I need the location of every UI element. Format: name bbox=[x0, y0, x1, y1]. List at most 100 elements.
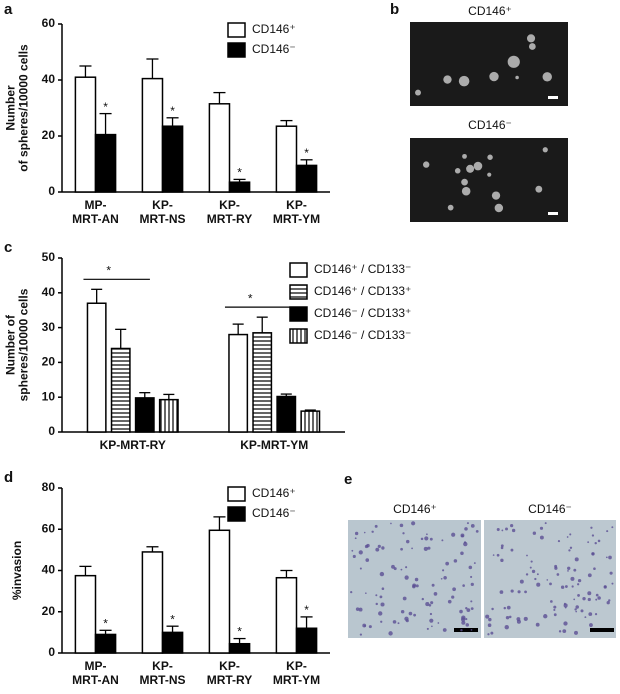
cell bbox=[534, 577, 537, 581]
cell bbox=[526, 554, 528, 557]
cell bbox=[510, 524, 514, 528]
cell bbox=[375, 602, 378, 606]
cell bbox=[577, 583, 580, 586]
x-tick-label: KP-MRT-YM bbox=[240, 438, 308, 452]
cell bbox=[554, 566, 558, 570]
cell bbox=[594, 613, 598, 616]
legend-swatch bbox=[227, 486, 246, 502]
bar bbox=[228, 181, 251, 193]
cell bbox=[492, 554, 495, 556]
cell bbox=[611, 582, 614, 585]
cell bbox=[465, 607, 468, 610]
cell bbox=[451, 532, 456, 537]
cell bbox=[426, 533, 428, 536]
cell bbox=[400, 609, 405, 614]
cell bbox=[399, 523, 404, 528]
panel-label: a bbox=[4, 1, 13, 18]
cell bbox=[405, 566, 408, 569]
cell bbox=[485, 614, 490, 619]
cell bbox=[377, 544, 381, 548]
image-label: CD146⁻ bbox=[528, 502, 572, 516]
cell bbox=[532, 531, 537, 535]
micrograph bbox=[410, 138, 568, 222]
micrograph bbox=[484, 520, 616, 638]
cell bbox=[595, 598, 598, 601]
y-axis-label: %invasion bbox=[10, 541, 24, 600]
cell bbox=[411, 547, 413, 550]
x-tick-label: MP- bbox=[85, 659, 107, 673]
cell bbox=[381, 546, 385, 550]
cell bbox=[440, 577, 443, 580]
bar bbox=[295, 164, 318, 193]
y-tick-label: 60 bbox=[42, 16, 56, 30]
cell bbox=[371, 530, 374, 533]
cell bbox=[425, 602, 430, 607]
y-tick-label: 0 bbox=[48, 645, 55, 659]
legend-swatch bbox=[289, 262, 308, 278]
cell bbox=[355, 607, 360, 611]
bar bbox=[134, 397, 155, 433]
sphere bbox=[473, 161, 483, 171]
cell bbox=[587, 591, 592, 596]
cell bbox=[595, 593, 599, 597]
cell bbox=[580, 609, 584, 613]
significance: * bbox=[170, 104, 175, 118]
cell bbox=[523, 616, 528, 621]
cell bbox=[536, 582, 541, 587]
x-tick-label: MRT-YM bbox=[273, 673, 320, 687]
cell bbox=[415, 584, 419, 588]
cell bbox=[461, 620, 466, 625]
panel-label: c bbox=[4, 239, 12, 256]
cell bbox=[470, 600, 473, 603]
cell bbox=[510, 548, 514, 552]
cell bbox=[560, 585, 565, 589]
cell bbox=[567, 566, 571, 570]
cell bbox=[608, 599, 611, 602]
y-axis-label: Number of bbox=[4, 314, 18, 375]
sphere bbox=[491, 191, 501, 200]
cell bbox=[364, 544, 369, 549]
cell bbox=[536, 573, 539, 576]
cell bbox=[488, 617, 492, 622]
legend-label: CD146⁻ / CD133⁺ bbox=[314, 306, 411, 320]
cell bbox=[431, 583, 435, 587]
cell bbox=[423, 546, 428, 551]
cell bbox=[365, 592, 367, 594]
y-tick-label: 10 bbox=[42, 389, 56, 403]
bar bbox=[110, 347, 131, 433]
cell bbox=[375, 594, 378, 597]
cell bbox=[575, 605, 579, 609]
cell bbox=[368, 625, 372, 629]
sphere bbox=[542, 72, 552, 82]
cell bbox=[365, 558, 370, 562]
image-label: CD146⁻ bbox=[468, 118, 512, 132]
cell bbox=[490, 631, 494, 635]
image-label: CD146⁺ bbox=[468, 4, 512, 18]
cell bbox=[470, 582, 474, 586]
cell bbox=[413, 613, 417, 617]
cell bbox=[379, 571, 385, 577]
cell bbox=[473, 562, 476, 564]
cell bbox=[504, 625, 509, 630]
cell bbox=[587, 597, 591, 602]
cell bbox=[609, 571, 613, 575]
cell bbox=[603, 585, 607, 589]
legend-label: CD146⁺ bbox=[252, 486, 296, 500]
sphere bbox=[526, 34, 536, 43]
cell bbox=[487, 633, 490, 636]
micrograph bbox=[348, 520, 481, 638]
legend-swatch bbox=[227, 42, 246, 58]
x-tick-label: KP-MRT-RY bbox=[100, 438, 166, 452]
cell bbox=[470, 629, 473, 631]
x-tick-label: KP- bbox=[152, 198, 173, 212]
cell bbox=[573, 598, 576, 601]
cell bbox=[553, 605, 557, 609]
legend-label: CD146⁺ bbox=[252, 22, 296, 36]
bar bbox=[228, 642, 251, 654]
sphere bbox=[507, 55, 520, 68]
x-tick-label: KP- bbox=[286, 659, 307, 673]
cell bbox=[470, 607, 474, 611]
cell bbox=[362, 623, 367, 628]
bar bbox=[158, 398, 179, 433]
cell bbox=[381, 587, 385, 591]
